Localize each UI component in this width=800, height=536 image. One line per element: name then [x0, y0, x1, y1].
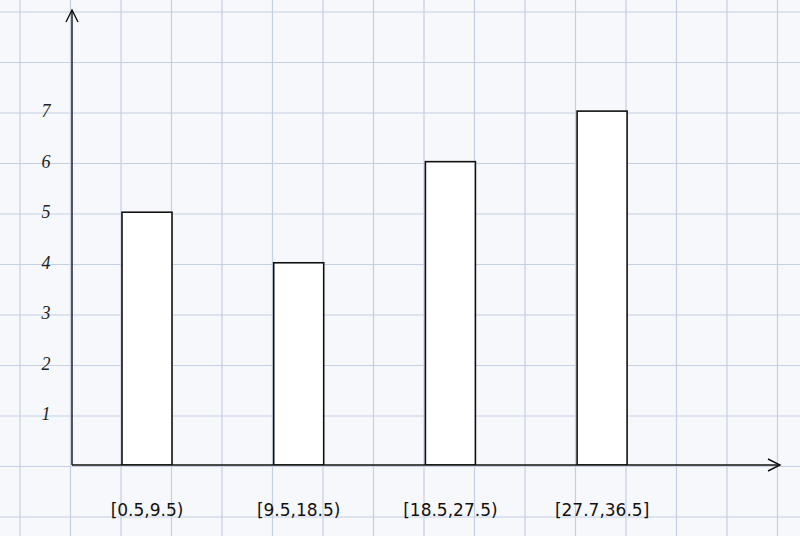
- paper-line: [777, 0, 778, 536]
- paper: [0, 0, 800, 536]
- y-tick-label: 1: [42, 404, 51, 424]
- paper-line: [0, 213, 800, 214]
- paper-line: [423, 0, 424, 536]
- paper-line: [0, 112, 800, 113]
- x-axis: [72, 464, 780, 465]
- y-axis: [71, 10, 72, 465]
- bar: [274, 263, 324, 465]
- paper-line: [0, 466, 800, 467]
- bar: [425, 162, 475, 465]
- paper-line: [0, 365, 800, 366]
- axes: 1 2 3 4 5 6 7 [0.5,9.5) [9.5,18.5) [18.5,27.5) [27…: [41, 10, 781, 520]
- paper-line: [19, 0, 20, 536]
- paper-line: [676, 0, 677, 536]
- paper-line: [221, 0, 222, 536]
- y-tick-label: 7: [42, 101, 52, 121]
- y-tick-label: 2: [42, 354, 51, 374]
- y-tick-label: 4: [42, 253, 51, 273]
- paper-line: [0, 11, 800, 12]
- bars: [122, 111, 627, 465]
- graph-paper: [0, 0, 800, 536]
- paper-line: [524, 0, 525, 536]
- paper-line: [373, 0, 374, 536]
- paper-line: [726, 0, 727, 536]
- x-tick-label: [9.5,18.5): [257, 500, 341, 520]
- y-tick-label: 6: [42, 152, 51, 172]
- x-tick-label: [27.7,36.5]: [555, 500, 649, 520]
- paper-line: [0, 264, 800, 265]
- paper-line: [0, 314, 800, 315]
- paper-line: [70, 0, 71, 536]
- paper-line: [0, 415, 800, 416]
- y-tick-label: 5: [42, 202, 51, 222]
- paper-line: [575, 0, 576, 536]
- x-tick-label: [18.5,27.5): [403, 500, 497, 520]
- bar: [577, 111, 627, 465]
- bar: [122, 212, 172, 465]
- x-tick-label: [0.5,9.5): [111, 500, 184, 520]
- chart: 1 2 3 4 5 6 7 [0.5,9.5) [9.5,18.5) [18.5,27.5) [27…: [0, 0, 800, 536]
- paper-line: [0, 163, 800, 164]
- paper-line: [0, 62, 800, 63]
- y-tick-label: 3: [41, 303, 51, 323]
- x-arrow: [768, 459, 780, 471]
- y-arrow: [66, 10, 78, 22]
